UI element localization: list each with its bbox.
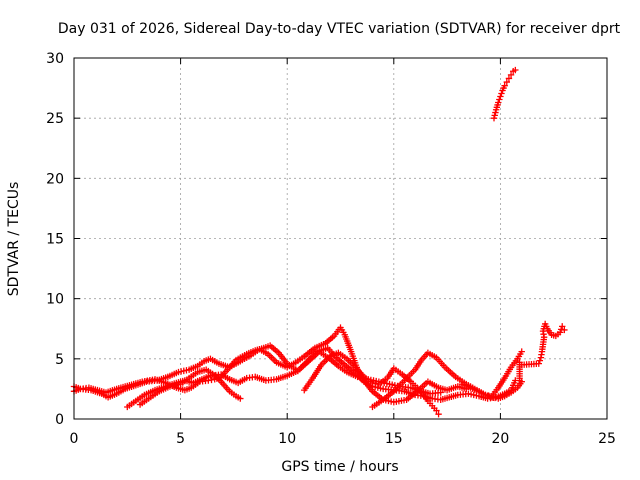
data-point	[437, 389, 444, 396]
series-arc-4	[136, 366, 244, 408]
y-tick-label: 30	[46, 51, 64, 67]
x-tick-label: 15	[385, 431, 403, 447]
series-arc-5	[301, 349, 442, 418]
data-markers	[70, 66, 568, 418]
data-point	[237, 395, 244, 402]
data-point	[507, 71, 515, 79]
y-axis-label: SDTVAR / TECUs	[6, 182, 22, 297]
y-tick-labels: 0 5 10 15 20 25 30	[46, 51, 64, 428]
series-arc-9	[516, 320, 568, 384]
data-point	[536, 357, 544, 364]
data-point	[559, 323, 566, 330]
y-tick-label: 15	[46, 232, 64, 248]
y-tick-label: 0	[55, 412, 64, 428]
series-arc-7	[458, 378, 525, 402]
y-tick-label: 20	[46, 171, 64, 187]
data-point	[556, 329, 564, 336]
plot-frame	[73, 57, 608, 420]
y-tick-label: 10	[46, 292, 64, 308]
data-point	[490, 114, 498, 122]
data-point	[518, 348, 525, 355]
data-point	[496, 96, 503, 103]
y-tick-label: 25	[46, 111, 64, 127]
data-point	[497, 93, 504, 100]
data-point	[435, 410, 442, 418]
data-point	[512, 66, 519, 74]
data-point	[501, 82, 508, 89]
x-tick-label: 25	[598, 431, 616, 447]
y-tick-label: 5	[55, 352, 64, 368]
chart-title: Day 031 of 2026, Sidereal Day-to-day VTE…	[58, 21, 621, 37]
series-arc-8	[490, 66, 519, 122]
data-point	[561, 326, 568, 334]
data-point	[492, 109, 499, 116]
x-tick-label: 0	[70, 431, 79, 447]
data-point	[498, 90, 505, 97]
x-tick-label: 5	[176, 431, 185, 447]
data-point	[433, 407, 440, 414]
data-point	[495, 99, 502, 106]
x-tick-label: 20	[491, 431, 509, 447]
data-point	[491, 112, 498, 119]
data-point	[505, 75, 513, 82]
x-tick-labels: 0 5 10 15 20 25	[70, 431, 616, 447]
x-axis-label: GPS time / hours	[281, 459, 398, 475]
data-point	[503, 78, 510, 86]
x-tick-label: 10	[278, 431, 296, 447]
data-point	[535, 360, 542, 367]
